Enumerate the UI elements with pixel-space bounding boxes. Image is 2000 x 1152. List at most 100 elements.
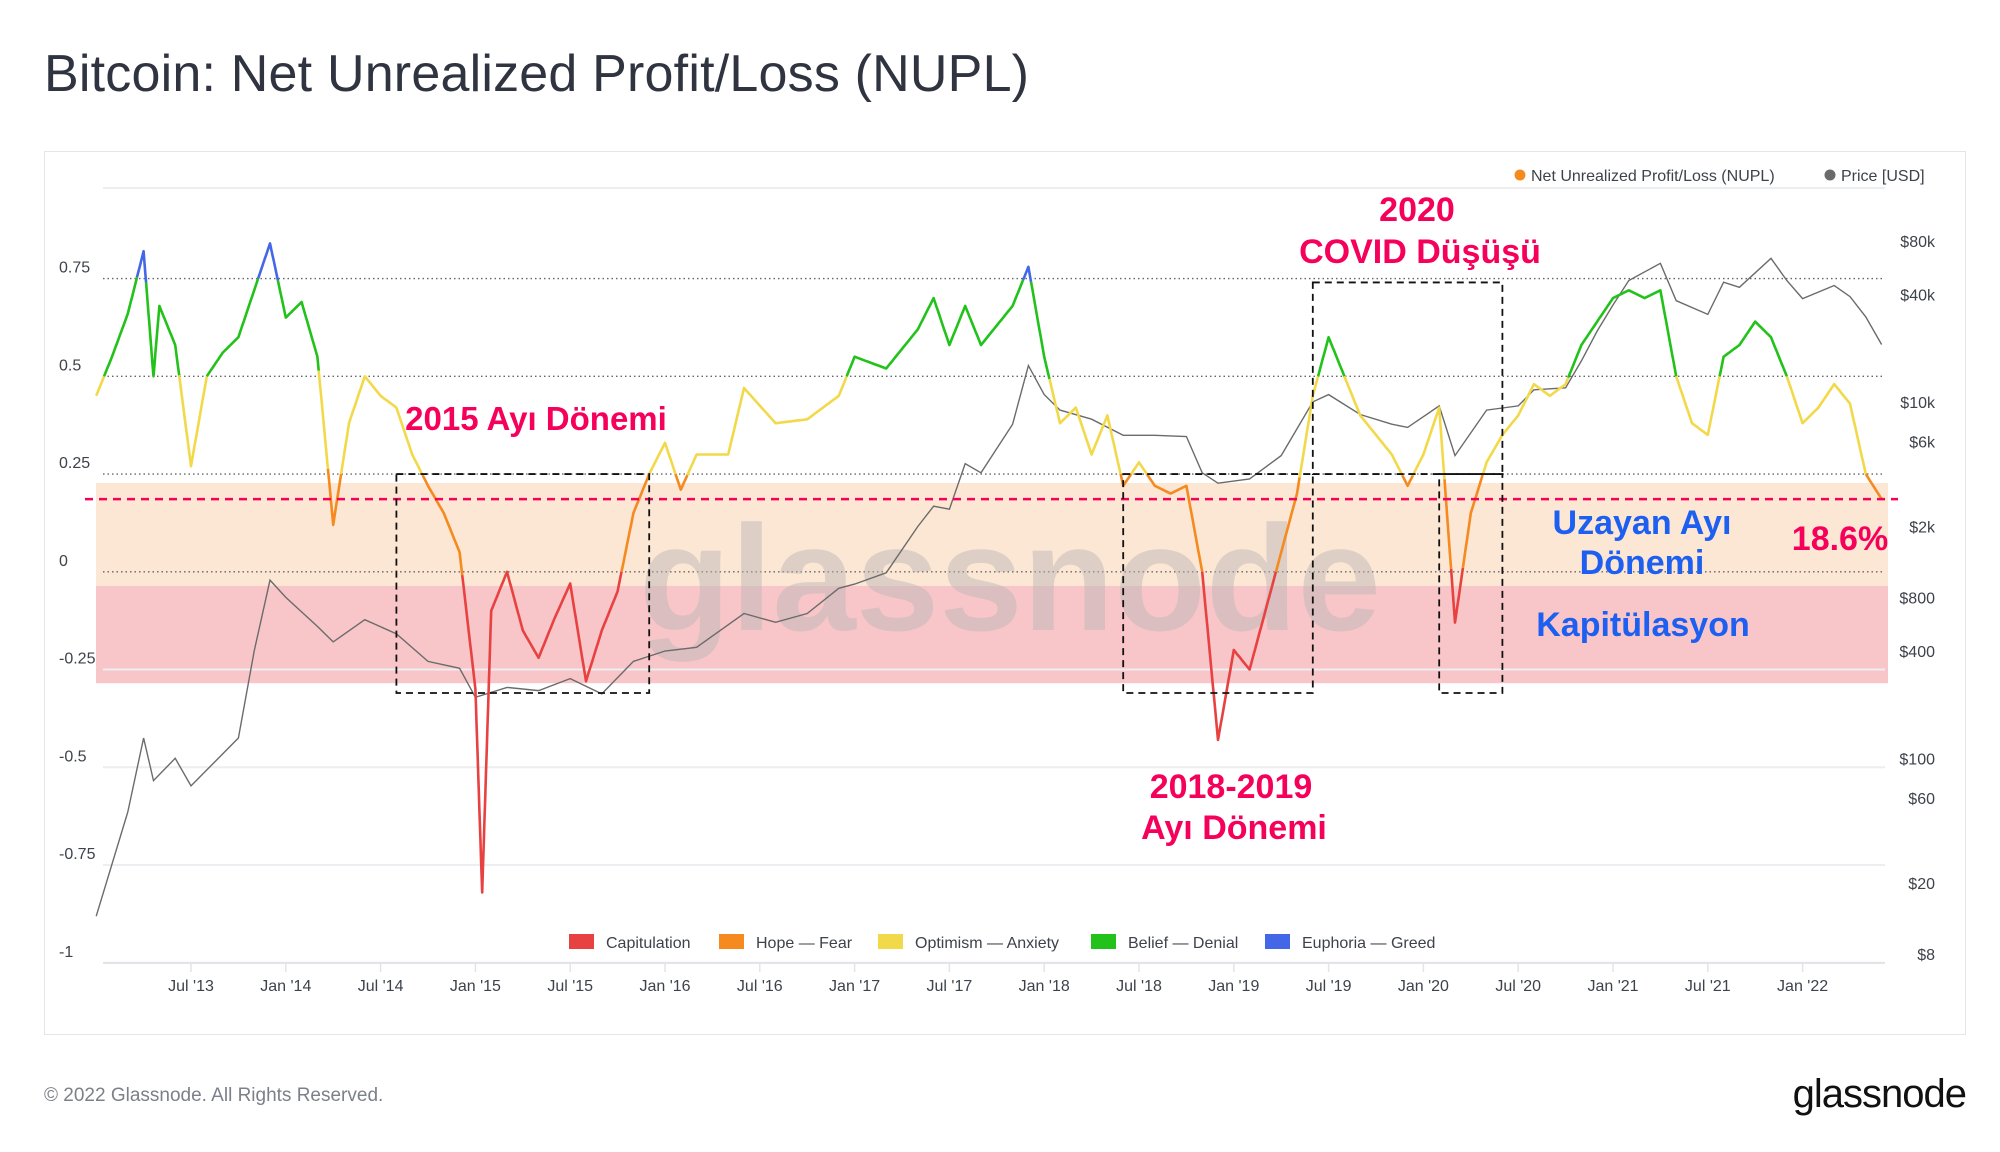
legend-swatch: [878, 934, 903, 949]
price-line: [95, 257, 1883, 917]
nupl-legend-dot: [1514, 169, 1526, 181]
highlight-box: [1438, 473, 1504, 694]
legend-swatch: [1091, 934, 1116, 949]
y-right-tick-label: $8: [1917, 947, 1935, 964]
price-legend-dot: [1824, 169, 1836, 181]
nupl-segment: [1200, 571, 1278, 742]
legend-label: Capitulation: [606, 935, 691, 952]
nupl-segment: [1461, 474, 1484, 569]
y-right-tick-label: $800: [1899, 590, 1935, 607]
nupl-segment: [1674, 375, 1721, 437]
x-tick-label: Jul '16: [737, 978, 783, 995]
x-tick-label: Jul '20: [1495, 978, 1541, 995]
annotation-2018-label: Ayı Dönemi: [1141, 809, 1327, 847]
annotation-2015-bear: 2015 Ayı Dönemi: [405, 400, 667, 437]
nupl-segment: [256, 242, 280, 281]
nupl-segment: [1718, 320, 1789, 377]
nupl-segment: [1298, 375, 1320, 478]
highlight-box: [1311, 281, 1504, 475]
x-tick-label: Jul '15: [547, 978, 593, 995]
nupl-segment: [276, 280, 320, 371]
x-tick-label: Jan '18: [1019, 978, 1070, 995]
y-right-tick-label: $10k: [1900, 395, 1936, 412]
chart-panel: [44, 151, 1966, 1035]
nupl-segment: [1048, 378, 1122, 475]
nupl-segment: [1130, 460, 1148, 475]
y-right-tick-label: $20: [1908, 876, 1935, 893]
annotation-2018-years: 2018-2019: [1150, 768, 1313, 806]
x-tick-label: Jul '14: [358, 978, 404, 995]
x-tick-label: Jul '19: [1306, 978, 1352, 995]
legend-swatch: [719, 934, 744, 949]
annotation-extended-bear-2: Dönemi: [1580, 544, 1705, 582]
y-left-tick-label: 0.25: [59, 455, 90, 472]
capitulation-band: [96, 585, 1888, 684]
y-left-tick-label: -0.75: [59, 846, 96, 863]
copyright: © 2022 Glassnode. All Rights Reserved.: [44, 1085, 384, 1106]
nupl-segment: [317, 370, 330, 469]
x-tick-label: Jan '17: [829, 978, 880, 995]
x-tick-label: Jan '16: [639, 978, 690, 995]
nupl-segment: [339, 374, 424, 476]
y-left-tick-label: -1: [59, 944, 73, 961]
y-left-tick-label: -0.25: [59, 651, 96, 668]
nupl-segment: [1401, 474, 1415, 488]
nupl-segment: [177, 375, 209, 468]
x-tick-label: Jan '19: [1208, 978, 1259, 995]
nupl-segment: [1864, 473, 1883, 500]
nupl-segment: [845, 279, 1025, 377]
y-left-tick-label: 0: [59, 553, 68, 570]
x-tick-label: Jul '18: [1116, 978, 1162, 995]
glassnode-logo[interactable]: glassnode: [1792, 1072, 1967, 1116]
nupl-segment: [1021, 265, 1033, 283]
annotation-current-value: 18.6%: [1792, 520, 1888, 558]
nupl-segment: [620, 473, 651, 573]
legend-price: Price [USD]: [1841, 168, 1925, 185]
y-right-tick-label: $2k: [1909, 519, 1936, 536]
y-right-tick-label: $400: [1899, 644, 1935, 661]
nupl-segment: [326, 468, 343, 527]
nupl-segment: [460, 570, 623, 894]
y-right-tick-label: $60: [1908, 791, 1935, 808]
nupl-segment: [421, 474, 464, 576]
legend-label: Optimism — Anxiety: [915, 935, 1059, 952]
nupl-segment: [674, 473, 689, 492]
legend-swatch: [1265, 934, 1290, 949]
nupl-segment: [1411, 406, 1446, 480]
nupl-segment: [1029, 281, 1051, 380]
nupl-segment: [1481, 377, 1570, 476]
x-tick-label: Jul '21: [1685, 978, 1731, 995]
nupl-segment: [1785, 375, 1868, 475]
legend-nupl: Net Unrealized Profit/Loss (NUPL): [1531, 168, 1775, 185]
x-tick-label: Jul '13: [168, 978, 214, 995]
annotation-covid: COVID Düşüşü: [1299, 233, 1541, 271]
nupl-segment: [1443, 479, 1453, 570]
x-tick-label: Jan '21: [1587, 978, 1638, 995]
annotation-2020: 2020: [1379, 191, 1455, 229]
y-left-tick-label: -0.5: [59, 748, 87, 765]
y-right-tick-label: $40k: [1900, 288, 1936, 305]
nupl-segment: [1145, 473, 1204, 573]
legend-label: Euphoria — Greed: [1302, 935, 1435, 952]
nupl-segment: [648, 441, 677, 475]
nupl-segment: [1316, 335, 1346, 377]
annotation-capitulation: Kapitülasyon: [1536, 606, 1749, 644]
x-tick-label: Jan '15: [450, 978, 501, 995]
legend-label: Belief — Denial: [1128, 935, 1238, 952]
nupl-segment: [144, 282, 181, 378]
y-right-tick-label: $80k: [1900, 234, 1936, 251]
nupl-segment: [205, 278, 260, 378]
x-tick-label: Jan '14: [260, 978, 311, 995]
nupl-segment: [1449, 567, 1465, 624]
y-right-tick-label: $6k: [1909, 434, 1936, 451]
legend-swatch: [569, 934, 594, 949]
nupl-segment: [1566, 288, 1678, 379]
nupl-segment: [102, 276, 139, 377]
y-right-tick-label: $100: [1899, 751, 1935, 768]
highlight-box: [395, 473, 651, 694]
page-title: Bitcoin: Net Unrealized Profit/Loss (NUP…: [44, 45, 1030, 103]
nupl-segment: [686, 375, 848, 476]
x-tick-label: Jul '17: [927, 978, 973, 995]
y-left-tick-label: 0.75: [59, 260, 90, 277]
